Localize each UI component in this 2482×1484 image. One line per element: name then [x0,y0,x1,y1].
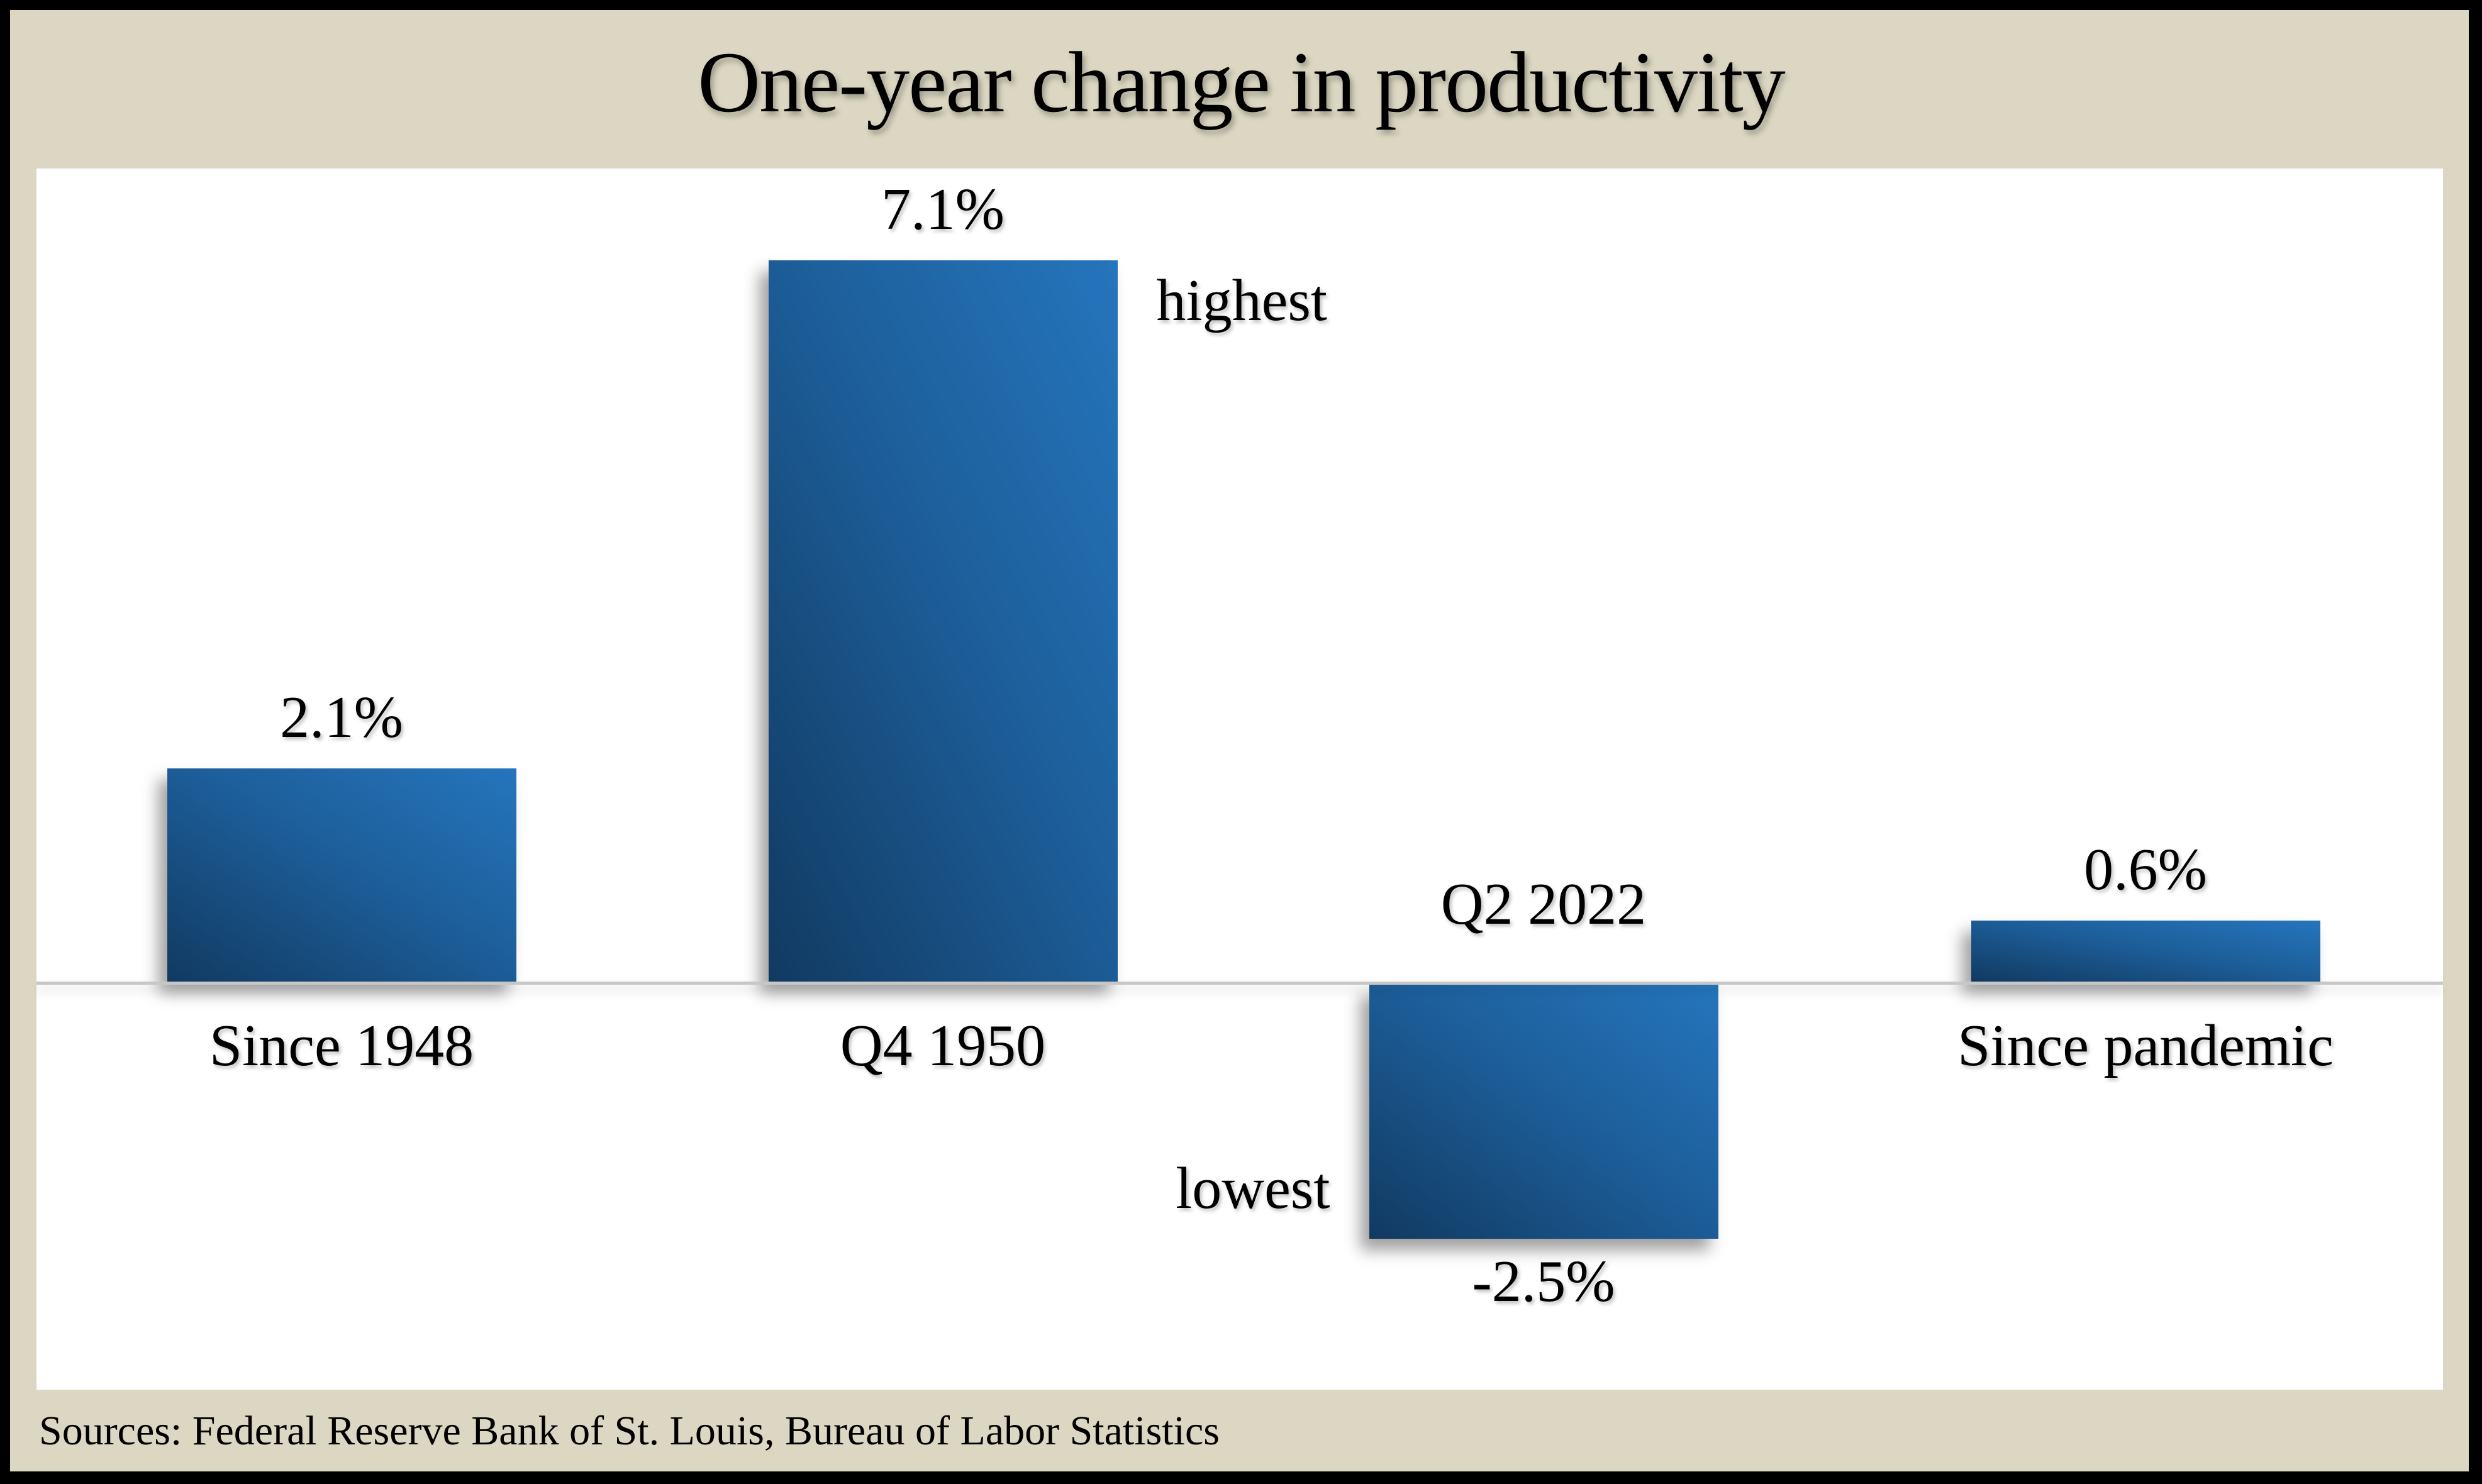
value-label-since-pandemic: 0.6% [2084,837,2207,902]
bar-q2-2022 [1369,985,1718,1239]
value-label-since-1948: 2.1% [280,685,403,750]
bar-q4-1950 [769,260,1118,982]
source-note: Sources: Federal Reserve Bank of St. Lou… [39,1408,1220,1454]
x-axis-line [36,982,2443,985]
value-label-q4-1950: 7.1% [881,177,1004,242]
annotation-highest: highest [1156,268,1328,333]
category-label-q2-2022: Q2 2022 [1440,872,1647,937]
category-label-q4-1950: Q4 1950 [840,1013,1046,1078]
annotation-lowest: lowest [1176,1156,1330,1221]
value-label-q2-2022: -2.5% [1472,1249,1615,1314]
bar-since-pandemic [1971,921,2320,982]
category-label-since-pandemic: Since pandemic [1957,1013,2334,1078]
chart-title: One-year change in productivity [698,34,1786,130]
category-label-since-1948: Since 1948 [209,1013,474,1078]
bar-since-1948 [167,768,516,982]
